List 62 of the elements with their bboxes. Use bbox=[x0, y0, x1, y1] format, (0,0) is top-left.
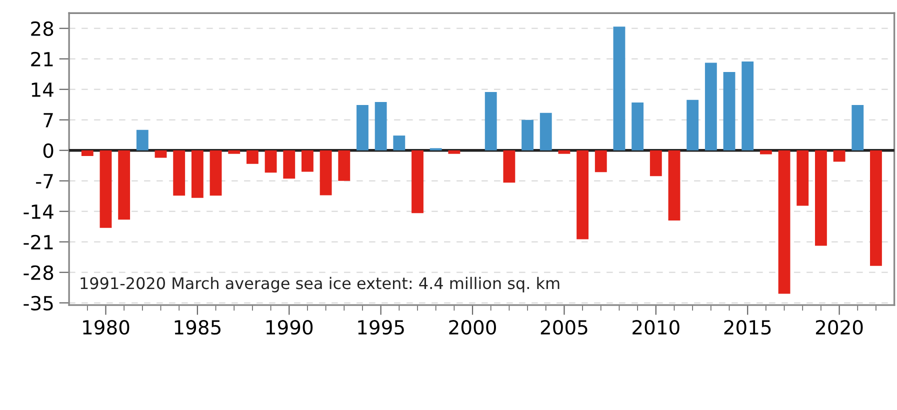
bar bbox=[484, 92, 497, 150]
y-tick-label: 21 bbox=[31, 52, 53, 66]
bar bbox=[210, 150, 222, 196]
bar bbox=[852, 105, 864, 150]
bar bbox=[412, 150, 424, 214]
bar bbox=[302, 150, 314, 172]
bar bbox=[100, 150, 112, 228]
bar bbox=[136, 130, 148, 150]
x-tick-label: 2010 bbox=[632, 320, 680, 335]
bar bbox=[594, 150, 607, 172]
y-tick-label: 7 bbox=[44, 113, 53, 128]
bar bbox=[246, 150, 258, 164]
bar bbox=[778, 150, 790, 294]
bar bbox=[338, 150, 350, 181]
x-tick-label: 2015 bbox=[724, 320, 771, 335]
bar bbox=[558, 150, 570, 154]
x-tick-label: 2005 bbox=[540, 320, 588, 335]
y-tick-label: -7 bbox=[36, 174, 53, 188]
bar bbox=[668, 150, 680, 221]
bar bbox=[118, 150, 130, 220]
bar bbox=[650, 150, 662, 176]
annotation: 1991-2020 March average sea ice extent: 4.4 million sq. km bbox=[80, 276, 560, 292]
bar bbox=[704, 62, 717, 150]
x-tick-label: 2000 bbox=[449, 320, 496, 335]
x-tick-label: 1985 bbox=[174, 320, 220, 335]
bar bbox=[613, 26, 626, 150]
bar bbox=[356, 105, 368, 150]
bar bbox=[814, 150, 827, 246]
bar bbox=[723, 72, 736, 150]
y-tick-label: 28 bbox=[31, 21, 54, 36]
bar bbox=[540, 112, 552, 150]
bar bbox=[374, 102, 387, 150]
x-tick-label: 1995 bbox=[358, 320, 404, 335]
y-tick-label: -14 bbox=[24, 204, 54, 219]
bar bbox=[742, 61, 754, 150]
bar bbox=[264, 150, 277, 173]
bar bbox=[283, 150, 296, 179]
bar bbox=[796, 150, 809, 206]
bar bbox=[393, 136, 406, 150]
bar bbox=[81, 150, 94, 156]
bar bbox=[228, 150, 240, 154]
y-tick-label: 0 bbox=[43, 143, 54, 158]
bar bbox=[191, 150, 204, 198]
bar bbox=[833, 150, 846, 162]
bar bbox=[576, 150, 589, 240]
y-tick-label: -35 bbox=[24, 296, 53, 311]
bar bbox=[686, 100, 699, 150]
bar bbox=[870, 150, 882, 266]
bar bbox=[522, 120, 534, 150]
x-tick-label: 2020 bbox=[816, 320, 863, 335]
y-tick-label: 14 bbox=[32, 82, 54, 97]
bar bbox=[173, 150, 186, 196]
x-tick-label: 1980 bbox=[83, 320, 130, 335]
bar bbox=[320, 150, 332, 196]
y-tick-label: -21 bbox=[24, 234, 53, 250]
x-tick-label: 1990 bbox=[266, 320, 313, 335]
bar bbox=[448, 150, 460, 154]
bar bbox=[760, 150, 772, 154]
bar bbox=[632, 102, 644, 150]
bar bbox=[503, 150, 516, 183]
y-tick-label: -28 bbox=[24, 265, 54, 280]
bar bbox=[154, 150, 167, 158]
